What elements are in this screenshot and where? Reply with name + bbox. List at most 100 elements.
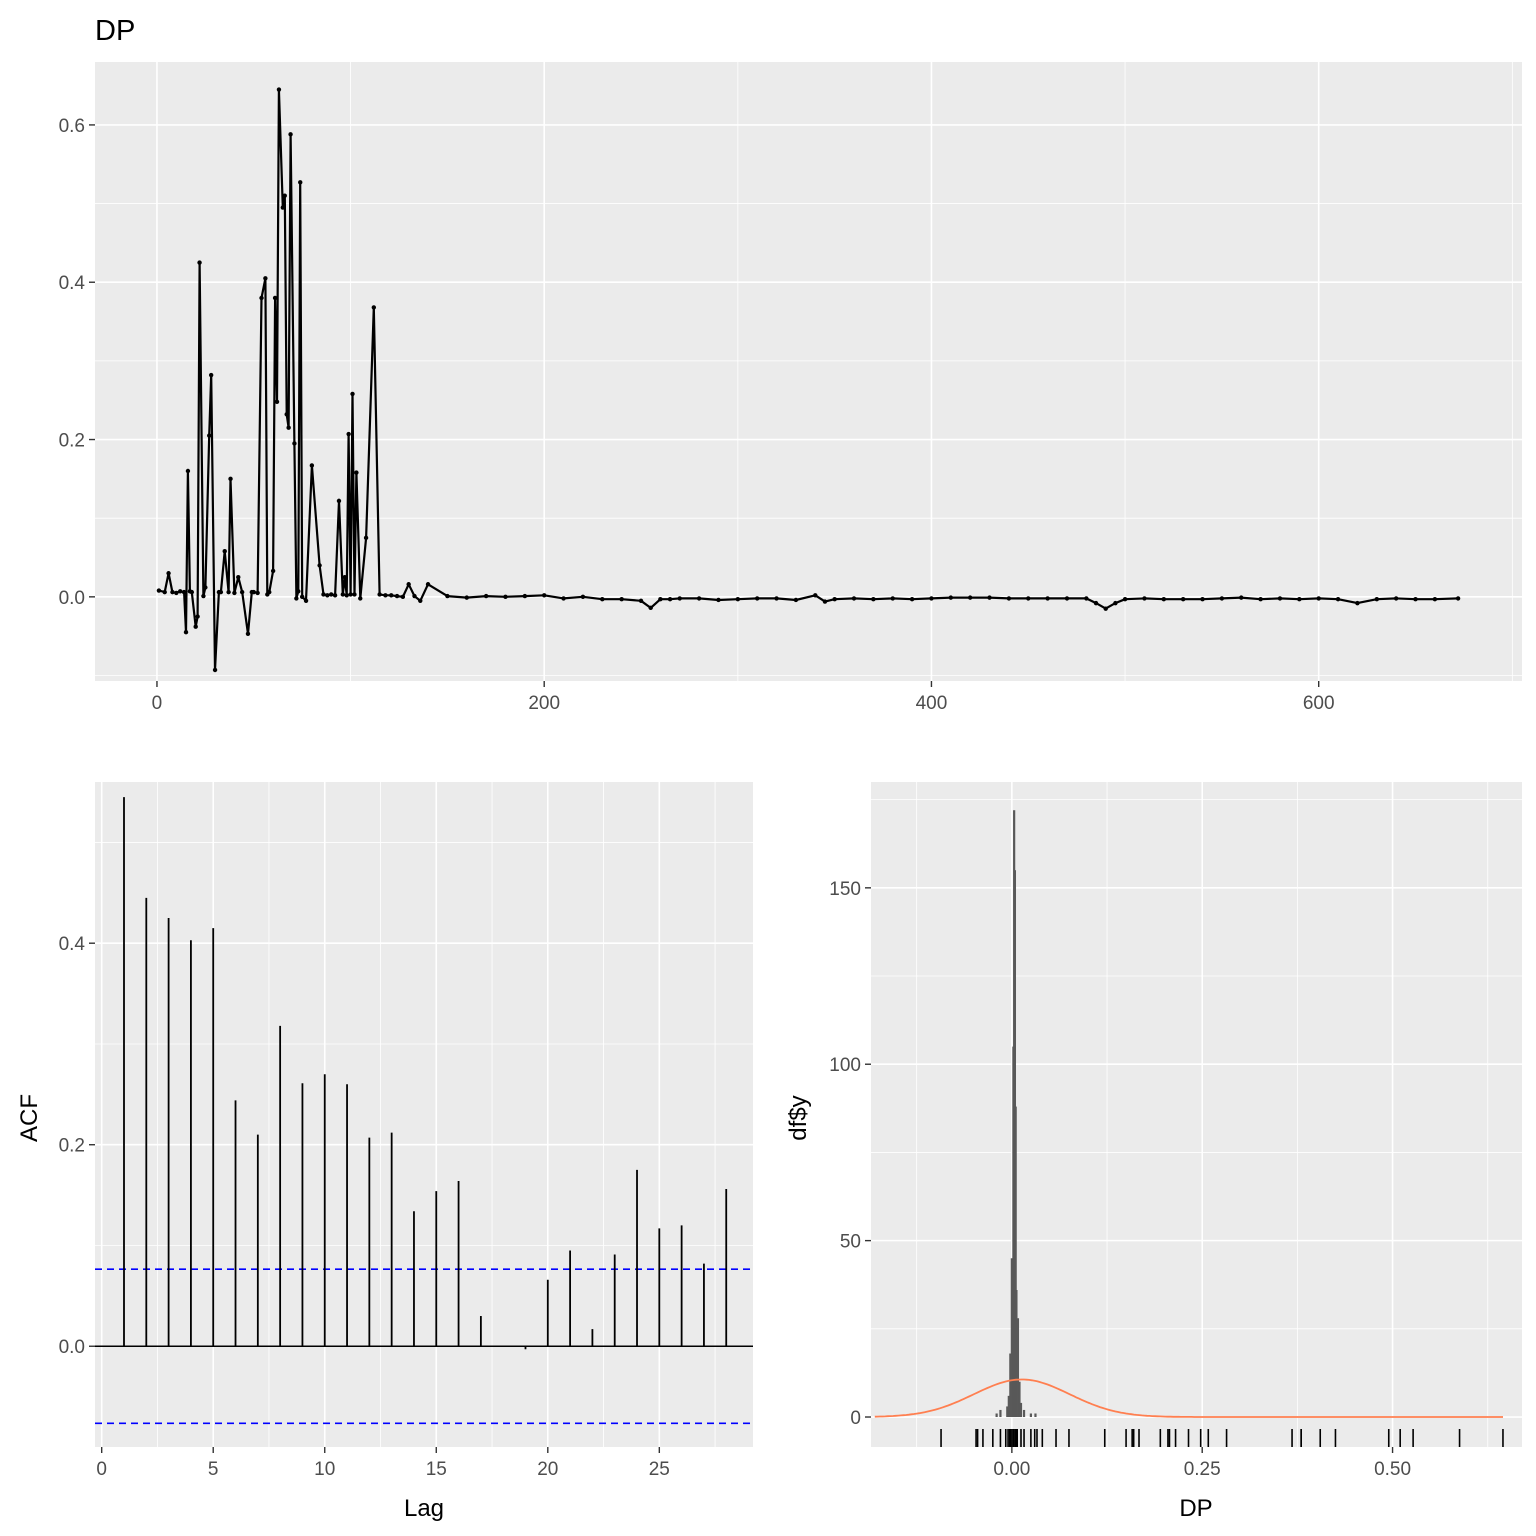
ts-y-tick-label: 0.2	[59, 431, 85, 452]
ts-data-point	[1103, 606, 1108, 611]
ts-y-tick-label: 0.6	[59, 116, 85, 137]
ts-data-point	[822, 599, 828, 604]
ts-data-point	[340, 592, 346, 597]
ts-data-point	[1093, 600, 1099, 606]
ts-data-point	[774, 596, 779, 601]
hist-bar	[1034, 1413, 1037, 1418]
ts-data-point	[909, 597, 915, 602]
ts-data-point	[658, 597, 663, 602]
acf-x-tick-label: 5	[208, 1459, 219, 1480]
ts-data-point	[377, 592, 382, 597]
ts-data-point	[288, 132, 293, 137]
ts-data-point	[259, 295, 264, 301]
hist-bar	[1022, 1409, 1026, 1418]
ts-data-point	[239, 589, 245, 595]
ts-data-point	[851, 596, 857, 601]
ts-data-point	[389, 593, 394, 598]
ts-data-point	[1413, 597, 1418, 602]
ts-data-point	[1335, 597, 1341, 602]
time-series-panel: 0 200 400 600 0.0 0.2 0.4 0.6	[59, 62, 1522, 714]
ts-data-point	[185, 468, 191, 474]
ts-data-point	[522, 593, 528, 599]
ts-data-point	[332, 593, 338, 598]
hist-bar	[1009, 1353, 1012, 1418]
ts-data-point	[445, 593, 450, 599]
ts-data-point	[166, 571, 171, 576]
ts-data-point	[156, 588, 162, 593]
ts-data-point	[208, 372, 214, 378]
ts-data-point	[336, 498, 342, 504]
ts-data-point	[677, 596, 682, 601]
ts-data-point	[542, 593, 547, 598]
ts-data-point	[813, 593, 818, 598]
ts-data-point	[425, 582, 431, 587]
ts-data-point	[317, 563, 322, 568]
ts-data-point	[363, 535, 369, 541]
ts-data-point	[793, 597, 799, 603]
hist-bar	[1007, 1395, 1010, 1418]
ts-data-point	[648, 605, 653, 611]
hist-panel-background	[871, 782, 1522, 1447]
ts-data-point	[309, 463, 315, 468]
ts-data-point	[292, 441, 297, 446]
hist-y-tick-label: 50	[840, 1232, 861, 1253]
acf-y-tick-label: 0.0	[59, 1337, 85, 1358]
ts-data-point	[400, 594, 406, 600]
ts-data-point	[600, 597, 605, 602]
hist-x-tick-label: 0.00	[993, 1459, 1030, 1480]
ts-data-point	[236, 574, 241, 580]
ts-data-point	[303, 598, 309, 603]
hist-x-axis-title: DP	[1179, 1495, 1212, 1522]
acf-y-tick-label: 0.2	[59, 1136, 85, 1157]
ts-data-point	[394, 593, 400, 599]
ts-data-point	[1297, 597, 1302, 602]
ts-data-point	[299, 594, 305, 600]
ts-data-point	[352, 592, 357, 597]
ts-data-point	[325, 593, 330, 598]
ts-data-point	[282, 193, 287, 198]
ts-data-point	[226, 589, 231, 595]
ts-data-point	[183, 630, 189, 635]
ts-data-point	[255, 590, 260, 596]
acf-x-axis-title: Lag	[404, 1495, 444, 1522]
ts-data-point	[890, 596, 895, 601]
ts-data-point	[735, 597, 741, 602]
hist-bar	[1016, 1318, 1020, 1418]
ts-data-point	[342, 574, 347, 580]
hist-y-tick-label: 150	[829, 879, 861, 900]
hist-y-tick-label: 100	[829, 1055, 861, 1076]
hist-normal-curve	[874, 1378, 1503, 1418]
ts-data-point	[321, 592, 326, 597]
ts-data-point	[483, 593, 489, 599]
ts-data-point	[162, 589, 167, 595]
ts-data-point	[929, 596, 934, 601]
ts-data-point	[1064, 596, 1070, 601]
ts-data-point	[245, 631, 251, 637]
hist-bar	[1015, 1290, 1018, 1418]
ts-data-point	[1006, 596, 1012, 601]
hist-bar	[1006, 1406, 1009, 1418]
ts-data-point	[267, 589, 272, 595]
hist-bar	[1019, 1402, 1023, 1418]
ts-x-tick-label: 0	[152, 693, 163, 714]
ts-data-point	[344, 593, 349, 598]
ts-data-point	[638, 598, 644, 603]
ts-data-point	[228, 476, 233, 482]
ts-data-point	[667, 597, 673, 602]
ts-data-point	[207, 433, 212, 438]
ts-data-point	[193, 624, 198, 629]
ts-data-point	[348, 592, 353, 597]
ts-data-point	[987, 595, 992, 600]
acf-x-tick-label: 25	[649, 1459, 670, 1480]
ts-data-point	[298, 180, 303, 185]
ts-data-point	[696, 596, 702, 601]
ts-data-point	[212, 667, 218, 673]
acf-x-tick-label: 10	[314, 1459, 335, 1480]
ts-data-point	[189, 589, 195, 595]
ts-data-point	[1026, 596, 1031, 601]
ts-data-point	[272, 295, 278, 301]
ts-data-point	[1258, 597, 1263, 602]
hist-bar	[1010, 1258, 1013, 1418]
ts-y-tick-label: 0.0	[59, 588, 85, 609]
ts-data-point	[203, 585, 208, 590]
